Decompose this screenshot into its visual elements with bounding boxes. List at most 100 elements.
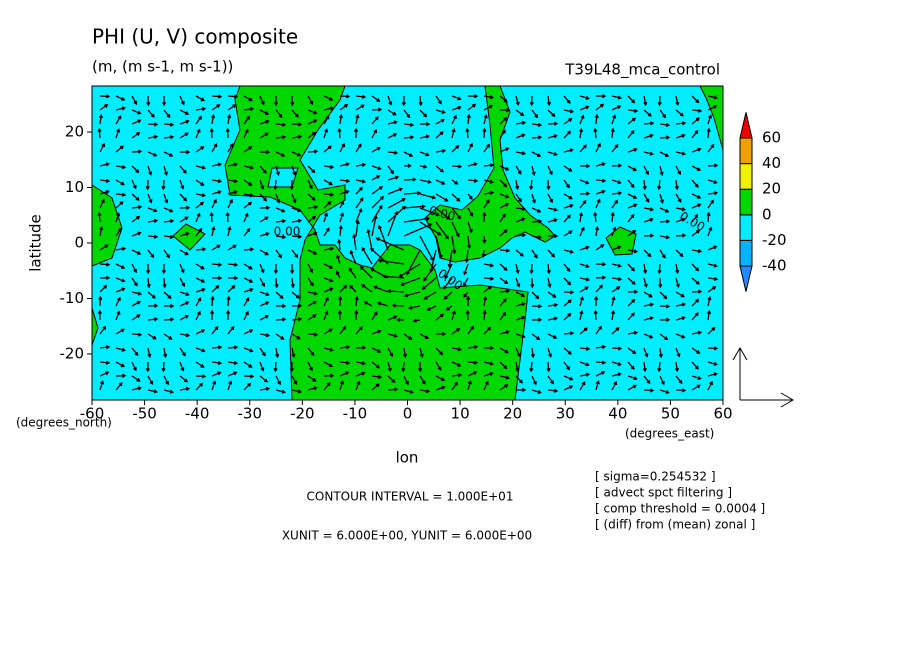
wind-vector [579, 286, 589, 293]
wind-vector [355, 380, 361, 391]
wind-vector [115, 310, 121, 321]
x-tick-label: 50 [661, 405, 680, 423]
wind-vector [387, 95, 393, 106]
wind-vector [611, 309, 616, 321]
wind-vector [163, 109, 171, 118]
wind-vector [659, 219, 671, 224]
wind-vector [462, 277, 469, 287]
wind-vector [643, 95, 648, 107]
wind-vector [515, 361, 520, 373]
wind-vector [99, 162, 110, 167]
wind-vector [337, 127, 342, 139]
wind-vector [243, 146, 253, 153]
wind-vector [179, 375, 189, 383]
wind-vector [339, 371, 350, 377]
wind-vector [179, 361, 185, 372]
wind-vector [355, 94, 367, 99]
wind-vector [691, 193, 702, 199]
wind-vector [707, 295, 712, 307]
wind-vector [195, 95, 205, 102]
wind-vector [179, 95, 185, 106]
wind-vector [339, 284, 348, 293]
wind-vector [627, 347, 637, 355]
wind-vector [499, 289, 511, 294]
wind-vector [131, 205, 143, 210]
wind-vector [707, 226, 713, 237]
wind-vector [419, 221, 442, 236]
wind-vector [259, 301, 270, 307]
wind-vector [579, 144, 587, 153]
wind-vector [627, 203, 638, 209]
wind-vector [323, 246, 335, 251]
wind-vector [627, 95, 636, 104]
wind-vector [547, 233, 559, 239]
wind-vector [259, 361, 265, 372]
wind-vector [563, 109, 575, 114]
wind-vector [179, 263, 185, 274]
wind-vector [163, 389, 174, 394]
wind-vector [419, 179, 432, 184]
wind-vector [595, 244, 605, 251]
wind-vector [547, 316, 559, 321]
wind-vector [499, 203, 510, 209]
wind-vector [195, 193, 207, 198]
wind-vector [611, 163, 623, 168]
wind-vector [115, 347, 126, 352]
wind-vector [707, 143, 715, 153]
wind-vector [211, 275, 223, 281]
wind-vector [643, 207, 655, 212]
wind-vector [515, 193, 522, 203]
wind-vector [323, 263, 334, 269]
wind-vector [675, 333, 686, 339]
wind-vector [115, 164, 127, 170]
wind-vector [691, 312, 699, 321]
wind-vector [259, 132, 269, 139]
x-tick-label: -30 [238, 405, 263, 423]
wind-vector [275, 151, 286, 157]
wind-vector [482, 235, 487, 244]
wind-vector [499, 116, 508, 125]
wind-vector [643, 347, 649, 358]
wind-vector [419, 164, 428, 169]
wind-vector [291, 249, 299, 259]
wind-vector [423, 291, 437, 300]
wind-vector [335, 254, 341, 265]
wind-vector [547, 151, 558, 157]
wind-vector [291, 303, 303, 308]
wind-vector [435, 131, 444, 139]
wind-vector [377, 258, 405, 265]
wind-vector [595, 380, 600, 391]
wind-vector [657, 361, 662, 373]
wind-vector [289, 361, 294, 373]
wind-vector [675, 95, 680, 107]
wind-vector [115, 95, 126, 101]
wind-vector [515, 120, 527, 125]
wind-vector [243, 227, 251, 237]
wind-vector [275, 389, 286, 394]
wind-vector [323, 277, 334, 283]
wind-vector [243, 179, 253, 186]
wind-vector [403, 291, 421, 298]
wind-vector [339, 178, 351, 183]
wind-vector [691, 165, 702, 172]
wind-vector [179, 179, 185, 190]
wind-vector [371, 214, 378, 237]
wind-vector [595, 325, 602, 335]
wind-vector [611, 380, 618, 391]
wind-vector [179, 314, 190, 321]
wind-vector [243, 95, 253, 102]
wind-vector [515, 217, 526, 223]
wind-vector [547, 388, 559, 393]
wind-vector [387, 120, 398, 125]
wind-vector [115, 115, 122, 125]
wind-vector [579, 226, 585, 237]
wind-vector [691, 384, 701, 391]
wind-vector [339, 94, 351, 99]
wind-vector [115, 212, 121, 223]
wind-vector [179, 347, 186, 357]
wind-vector [339, 380, 344, 391]
wind-vector [467, 235, 472, 250]
wind-vector [691, 229, 701, 237]
wind-vector [355, 207, 363, 223]
wind-vector [658, 277, 663, 289]
